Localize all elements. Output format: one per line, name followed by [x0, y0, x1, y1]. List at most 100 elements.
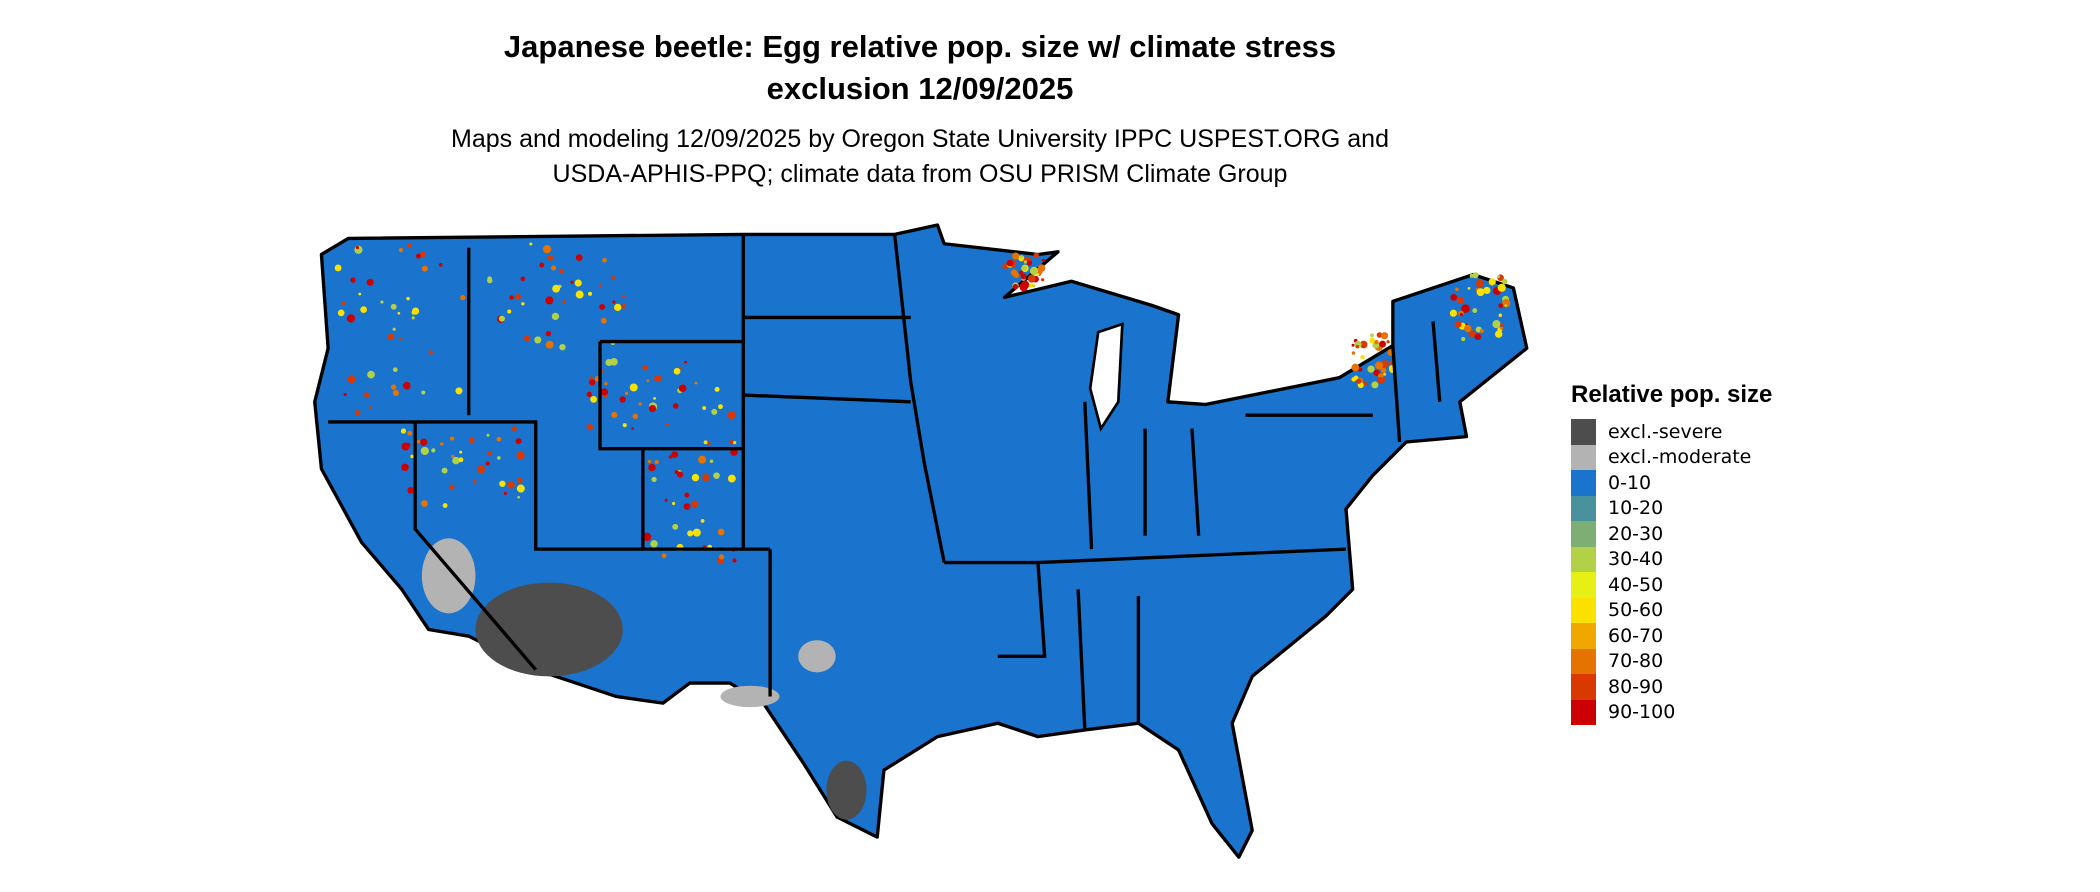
hotspot-mark: [1464, 324, 1472, 333]
hotspot-mark: [614, 303, 622, 312]
hotspot-mark: [509, 295, 514, 300]
hotspot-mark: [358, 292, 362, 296]
hotspot-mark: [503, 491, 508, 496]
hotspot-mark: [1006, 259, 1014, 267]
legend-label: 20-30: [1608, 522, 1664, 545]
hotspot-mark: [678, 366, 683, 370]
hotspot-mark: [570, 280, 574, 284]
hotspot-mark: [1026, 260, 1033, 266]
hotspot-mark: [1449, 309, 1458, 317]
hotspot-mark: [1386, 340, 1390, 344]
hotspot-mark: [575, 290, 584, 299]
legend-swatch: [1571, 623, 1596, 649]
subtitle-line-2: USDA-APHIS-PPQ; climate data from OSU PR…: [552, 160, 1288, 188]
legend-item: excl.-moderate: [1571, 444, 1772, 470]
hotspot-mark: [702, 473, 710, 482]
hotspot-mark: [653, 397, 656, 400]
hotspot-mark: [622, 294, 625, 298]
climate-stress-patches: [421, 538, 867, 820]
hotspot-mark: [1492, 320, 1501, 329]
hotspot-mark: [516, 451, 525, 460]
hotspot-mark: [401, 463, 409, 472]
hotspot-mark: [1497, 275, 1501, 279]
hotspot-mark: [1472, 272, 1479, 279]
hotspot-mark: [473, 479, 477, 484]
legend-item: 70-80: [1571, 648, 1772, 674]
hotspot-mark: [1356, 378, 1362, 384]
hotspot-mark: [668, 455, 673, 459]
excl-moderate-nevada: [421, 538, 476, 614]
hotspot-mark: [600, 388, 609, 396]
hotspot-mark: [392, 367, 398, 373]
hotspot-mark: [499, 480, 506, 487]
hotspot-mark: [558, 268, 564, 274]
hotspot-mark: [1379, 376, 1383, 381]
hotspot-mark: [672, 403, 679, 409]
hotspot-mark: [420, 251, 426, 258]
hotspot-mark: [1355, 344, 1359, 349]
hotspot-mark: [1041, 278, 1045, 282]
hotspot-mark: [1450, 293, 1458, 301]
hotspot-mark: [451, 454, 455, 459]
hotspot-mark: [1383, 372, 1387, 376]
hotspot-mark: [369, 406, 372, 409]
hotspot-mark: [604, 381, 608, 386]
excl-moderate-texas: [720, 685, 780, 708]
legend-item: 20-30: [1571, 521, 1772, 547]
hotspot-mark: [515, 438, 522, 445]
hotspot-mark: [707, 442, 711, 446]
legend-item: 40-50: [1571, 572, 1772, 598]
hotspot-mark: [709, 459, 714, 464]
hotspot-mark: [1351, 351, 1356, 355]
legend-label: 0-10: [1608, 471, 1652, 494]
hotspot-mark: [1028, 284, 1032, 288]
hotspot-mark: [1373, 369, 1380, 376]
hotspot-mark: [665, 423, 669, 427]
hotspot-mark: [366, 278, 374, 286]
hotspot-mark: [487, 276, 493, 282]
hotspot-mark: [678, 384, 687, 392]
hotspot-mark: [1456, 296, 1465, 304]
hotspot-mark: [1019, 270, 1024, 275]
hotspot-mark: [542, 244, 552, 254]
hotspot-mark: [703, 440, 708, 445]
hotspot-mark: [654, 374, 662, 383]
hotspot-mark: [364, 392, 370, 398]
hotspot-mark: [661, 553, 667, 559]
hotspot-mark: [401, 442, 410, 451]
hotspot-mark: [449, 436, 455, 441]
hotspot-mark: [478, 465, 485, 473]
hotspot-mark: [514, 293, 521, 301]
hotspot-mark: [337, 309, 345, 317]
hotspot-mark: [406, 242, 412, 248]
hotspot-mark: [621, 304, 627, 309]
excl-severe-south-texas: [826, 760, 867, 820]
hotspot-mark: [1380, 367, 1387, 374]
hotspot-mark: [392, 389, 399, 397]
hotspot-mark: [360, 306, 367, 313]
hotspot-mark: [629, 383, 638, 392]
hotspot-mark: [485, 461, 490, 466]
hotspot-mark: [350, 277, 356, 283]
hotspot-mark: [1461, 304, 1470, 313]
hotspot-mark: [402, 381, 411, 390]
legend-item: 30-40: [1571, 546, 1772, 572]
hotspot-mark: [1500, 323, 1504, 327]
hotspot-mark: [412, 307, 420, 315]
hotspot-mark: [719, 554, 725, 560]
hotspot-mark: [411, 316, 415, 320]
hotspot-mark: [1475, 279, 1484, 288]
hotspot-mark: [452, 456, 460, 465]
hotspot-mark: [732, 558, 737, 563]
hotspot-mark: [677, 471, 684, 478]
legend-swatch: [1571, 699, 1596, 725]
legend-swatch: [1571, 521, 1596, 547]
legend-item: 60-70: [1571, 623, 1772, 649]
legend-label: 70-80: [1608, 650, 1664, 673]
legend-label: 40-50: [1608, 573, 1664, 596]
hotspot-mark: [1498, 313, 1503, 318]
hotspot-mark: [390, 384, 397, 390]
hotspot-mark: [1359, 340, 1368, 349]
hotspot-mark: [1461, 337, 1466, 342]
hotspot-mark: [392, 327, 396, 331]
